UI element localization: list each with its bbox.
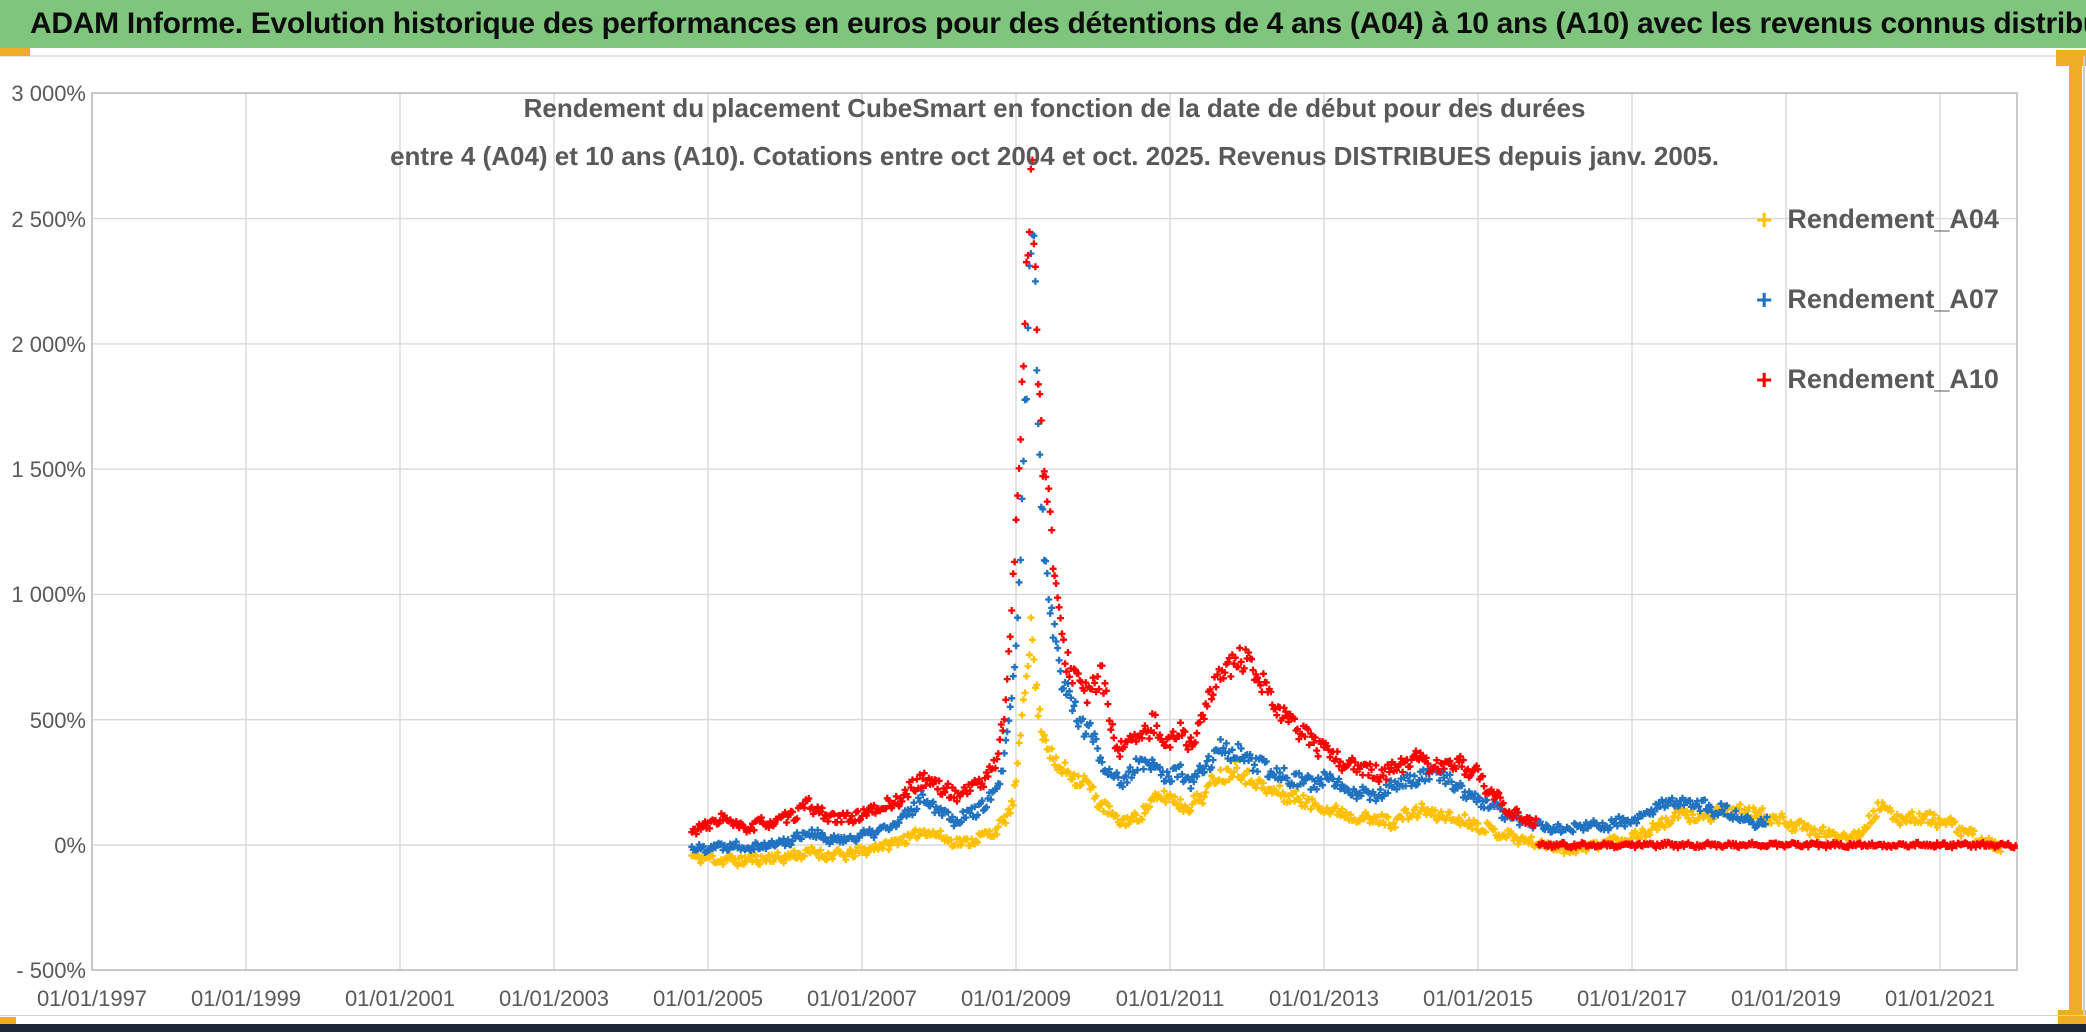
x-tick-label: 01/01/1999 <box>190 986 302 1011</box>
series-Rendement_A07 <box>688 231 1771 856</box>
legend-item-Rendement_A04[interactable]: + Rendement_A04 <box>1756 204 1999 235</box>
series-Rendement_A10 <box>688 156 2018 852</box>
legend-plus-marker-icon: + <box>1756 283 1773 315</box>
y-tick-label: 2 000% <box>11 331 86 357</box>
x-tick-label: 01/01/2007 <box>806 986 918 1011</box>
x-tick-label: 01/01/2001 <box>344 986 456 1011</box>
banner-title-bar: ADAM Informe. Evolution historique des p… <box>0 0 2086 48</box>
y-tick-label: 2 500% <box>11 206 86 232</box>
y-tick-label: 1 500% <box>11 457 86 483</box>
scrollbar-bottom-cap[interactable] <box>2058 1010 2086 1028</box>
legend-plus-marker-icon: + <box>1756 203 1773 235</box>
y-tick-label: 0% <box>54 833 86 858</box>
legend-label: Rendement_A04 <box>1787 204 1999 234</box>
legend-item-Rendement_A07[interactable]: + Rendement_A07 <box>1756 284 1999 315</box>
x-tick-label: 01/01/1997 <box>36 986 148 1011</box>
x-tick-label: 01/01/2011 <box>1115 986 1225 1011</box>
chart-canvas[interactable]: Rendement du placement CubeSmart en fonc… <box>0 58 2066 1014</box>
window-right-edge <box>2083 56 2085 1016</box>
x-tick-label: 01/01/2017 <box>1576 986 1688 1011</box>
resize-handle-top-left[interactable] <box>0 48 30 56</box>
x-tick-label: 01/01/2005 <box>652 986 764 1011</box>
x-tick-label: 01/01/2015 <box>1422 986 1534 1011</box>
taskbar-strip <box>0 1024 2086 1032</box>
banner-separator <box>0 55 2086 57</box>
chart-title: Rendement du placement CubeSmart en fonc… <box>92 84 2017 180</box>
scrollbar-top-cap[interactable] <box>2056 50 2086 66</box>
x-tick-label: 01/01/2009 <box>960 986 1072 1011</box>
legend-label: Rendement_A10 <box>1787 364 1999 394</box>
y-tick-label: - 500% <box>16 958 86 984</box>
chart-title-line-2: entre 4 (A04) et 10 ans (A10). Cotations… <box>390 141 1719 171</box>
y-tick-label: 500% <box>29 707 86 733</box>
x-tick-label: 01/01/2021 <box>1884 986 1996 1011</box>
resize-handle-bottom-left[interactable] <box>0 1017 16 1026</box>
banner-title-text: ADAM Informe. Evolution historique des p… <box>30 7 2086 40</box>
series-Rendement_A04 <box>688 614 2005 870</box>
x-tick-label: 01/01/2003 <box>498 986 610 1011</box>
x-tick-label: 01/01/2013 <box>1268 986 1380 1011</box>
legend-item-Rendement_A10[interactable]: + Rendement_A10 <box>1756 364 1999 395</box>
legend-label: Rendement_A07 <box>1787 284 1999 314</box>
scrollbar-right[interactable] <box>2069 52 2082 1026</box>
chart-title-line-1: Rendement du placement CubeSmart en fonc… <box>523 93 1586 123</box>
legend-plus-marker-icon: + <box>1756 363 1773 395</box>
y-tick-label: 1 000% <box>11 582 86 608</box>
bottom-separator <box>0 1015 2086 1016</box>
y-tick-label: 3 000% <box>11 81 86 107</box>
x-tick-label: 01/01/2019 <box>1730 986 1842 1011</box>
